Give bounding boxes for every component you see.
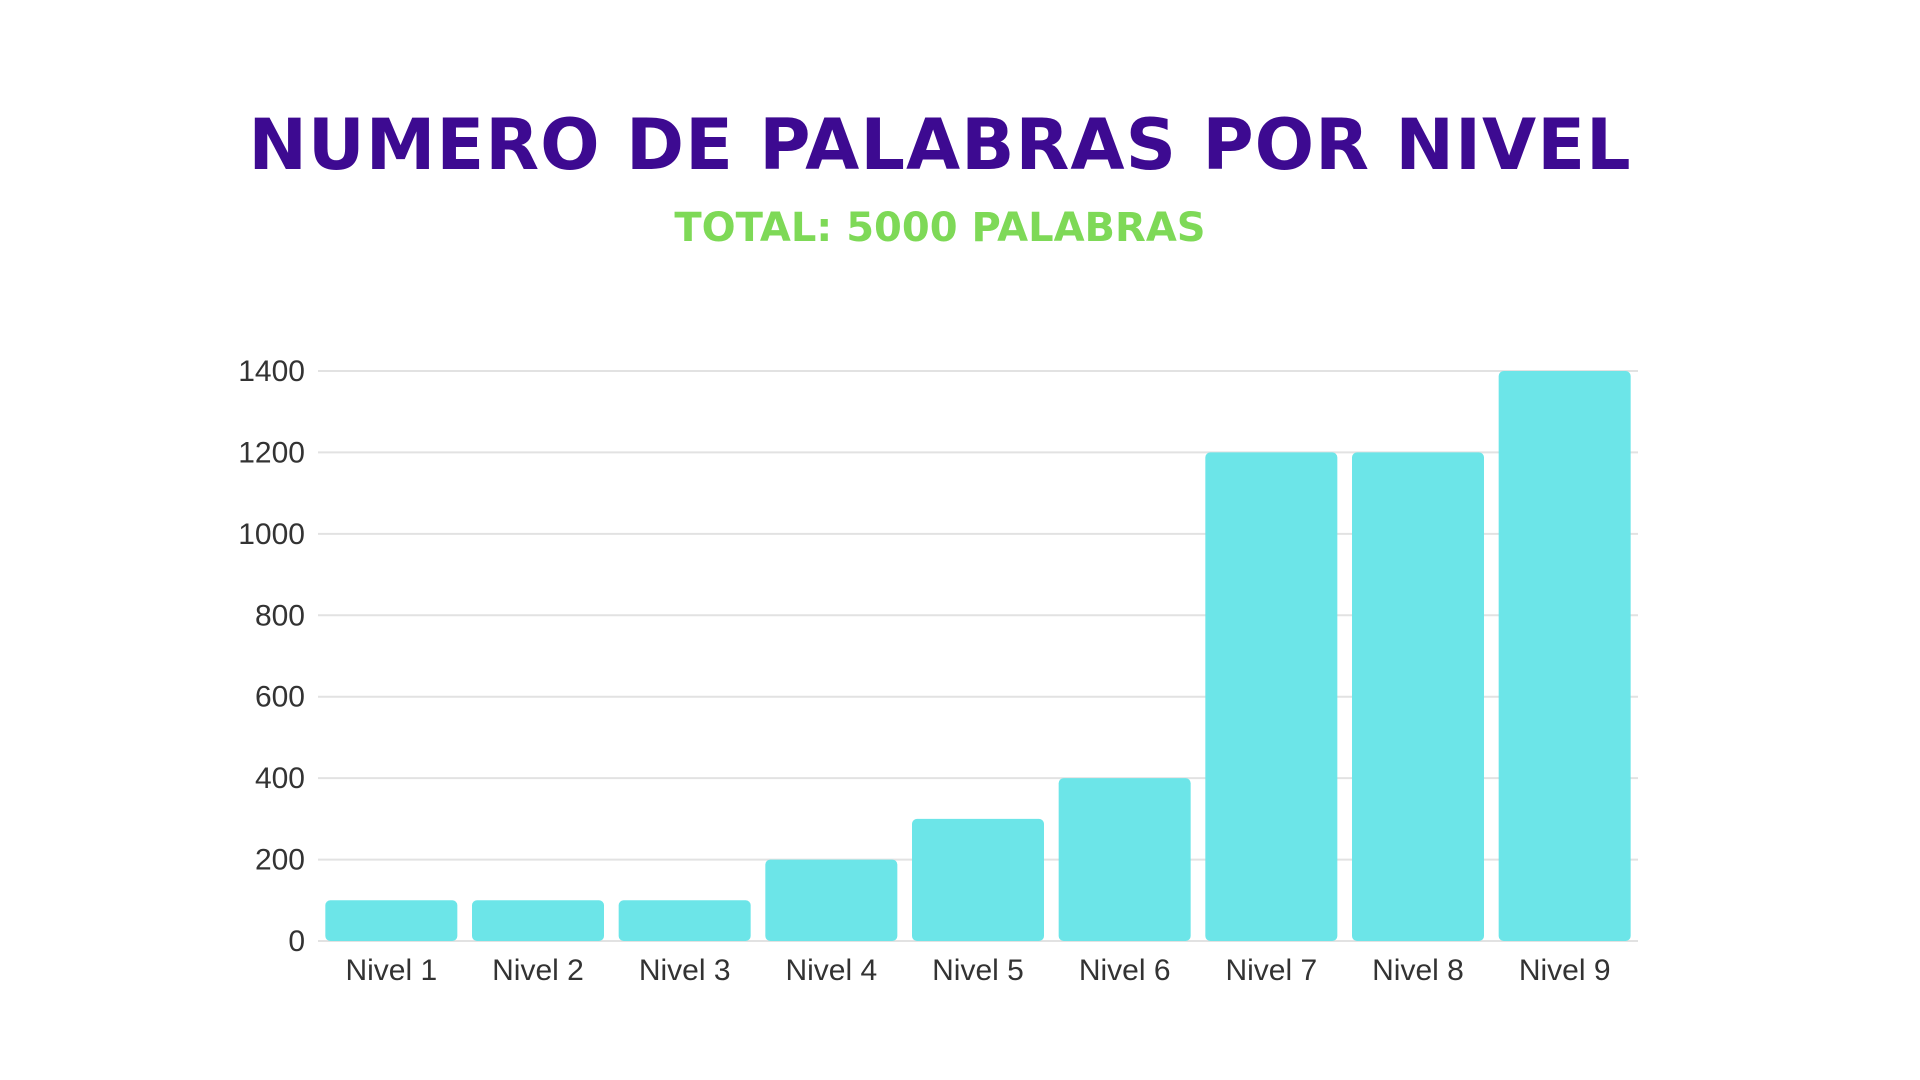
bar xyxy=(618,900,751,941)
x-category-label: Nivel 7 xyxy=(1225,954,1317,987)
bar xyxy=(1058,778,1191,941)
y-tick-label: 1200 xyxy=(238,436,305,469)
x-category-label: Nivel 2 xyxy=(492,954,584,987)
bar xyxy=(765,859,898,941)
y-tick-label: 600 xyxy=(255,681,305,714)
bar xyxy=(1498,371,1631,941)
y-tick-label: 800 xyxy=(255,599,305,632)
x-category-label: Nivel 5 xyxy=(932,954,1024,987)
bar xyxy=(472,900,604,941)
x-category-label: Nivel 3 xyxy=(639,954,731,987)
chart-subtitle: TOTAL: 5000 PALABRAS xyxy=(674,205,1206,251)
y-tick-label: 0 xyxy=(288,925,305,958)
y-tick-label: 1400 xyxy=(238,355,305,388)
x-category-label: Nivel 4 xyxy=(785,954,877,987)
bar xyxy=(325,900,458,941)
chart-title: NUMERO DE PALABRAS POR NIVEL xyxy=(248,104,1632,186)
x-axis-labels: Nivel 1 Nivel 2 Nivel 3 Nivel 4 Nivel 5 Nivel… xyxy=(345,954,1610,987)
bar xyxy=(1205,452,1338,941)
x-category-label: Nivel 1 xyxy=(345,954,437,987)
x-category-label: Nivel 6 xyxy=(1079,954,1171,987)
y-tick-label: 200 xyxy=(255,844,305,877)
y-tick-label: 400 xyxy=(255,762,305,795)
bars xyxy=(325,371,1631,941)
x-category-label: Nivel 8 xyxy=(1372,954,1464,987)
y-axis-ticks: 0 200 400 600 800 1000 1200 1400 xyxy=(238,355,305,958)
x-category-label: Nivel 9 xyxy=(1519,954,1611,987)
bar xyxy=(912,818,1044,941)
y-tick-label: 1000 xyxy=(238,518,305,551)
bar xyxy=(1352,452,1484,941)
